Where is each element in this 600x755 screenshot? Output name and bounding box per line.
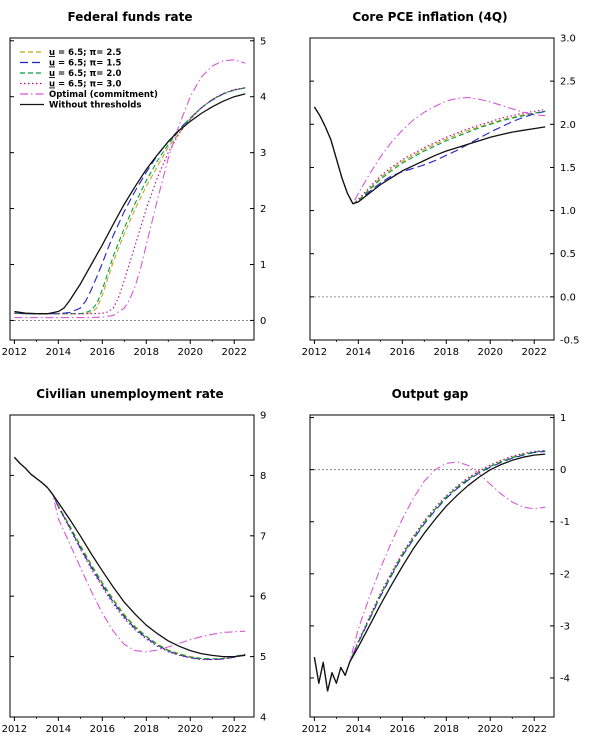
svg-text:2012: 2012 <box>2 724 27 735</box>
svg-text:Without thresholds: Without thresholds <box>49 101 141 111</box>
svg-text:2: 2 <box>260 204 266 215</box>
svg-text:2018: 2018 <box>434 724 459 735</box>
svg-text:2018: 2018 <box>134 347 159 358</box>
svg-text:2016: 2016 <box>390 347 415 358</box>
svg-text:2020: 2020 <box>478 724 503 735</box>
svg-text:u = 6.5; π= 3.0: u = 6.5; π= 3.0 <box>49 80 121 90</box>
svg-text:2.0: 2.0 <box>560 120 576 131</box>
svg-text:2014: 2014 <box>346 724 371 735</box>
svg-text:2016: 2016 <box>90 347 115 358</box>
svg-text:0.0: 0.0 <box>560 292 576 303</box>
chart-title-federal-funds-rate: Federal funds rate <box>67 10 193 24</box>
svg-text:2012: 2012 <box>2 347 27 358</box>
svg-text:2020: 2020 <box>178 347 203 358</box>
panel-civilian-unemployment-rate: Civilian unemployment rate 4 5 6 7 8 9 2012 201… <box>0 377 300 755</box>
chart-plot-core-pce-inflation: -0.5 0.0 0.5 1.0 1.5 2.0 2.5 3.0 2012 2014 2016 201… <box>302 34 580 359</box>
svg-text:2014: 2014 <box>46 724 71 735</box>
svg-text:-3: -3 <box>560 621 570 632</box>
chart-title-civilian-unemployment-rate: Civilian unemployment rate <box>36 387 224 401</box>
svg-text:5: 5 <box>260 36 266 47</box>
svg-text:2014: 2014 <box>46 347 71 358</box>
chart-title-core-pce-inflation: Core PCE inflation (4Q) <box>352 10 508 24</box>
svg-text:2022: 2022 <box>521 347 546 358</box>
svg-text:2016: 2016 <box>90 724 115 735</box>
svg-text:1: 1 <box>260 260 266 271</box>
svg-text:2014: 2014 <box>346 347 371 358</box>
chart-plot-output-gap: -4 -3 -2 -1 0 1 2012 2014 2016 2018 2020 2022 <box>302 413 570 735</box>
svg-text:u = 6.5; π= 2.0: u = 6.5; π= 2.0 <box>49 69 121 79</box>
svg-text:2012: 2012 <box>302 347 327 358</box>
svg-text:2022: 2022 <box>221 724 246 735</box>
svg-text:2.5: 2.5 <box>560 77 576 88</box>
svg-text:0.5: 0.5 <box>560 249 576 260</box>
svg-text:2020: 2020 <box>478 347 503 358</box>
svg-text:3.0: 3.0 <box>560 34 576 45</box>
svg-text:1: 1 <box>560 413 566 424</box>
svg-text:2016: 2016 <box>390 724 415 735</box>
svg-text:4: 4 <box>260 713 266 724</box>
svg-text:u = 6.5; π= 1.5: u = 6.5; π= 1.5 <box>49 59 121 69</box>
panel-core-pce-inflation: Core PCE inflation (4Q) -0.5 0.0 0.5 1.0 1.5… <box>300 0 600 377</box>
svg-text:0: 0 <box>560 465 566 476</box>
svg-text:2022: 2022 <box>221 347 246 358</box>
svg-text:0: 0 <box>260 316 266 327</box>
svg-text:2018: 2018 <box>134 724 159 735</box>
svg-text:1.0: 1.0 <box>560 206 576 217</box>
svg-text:1.5: 1.5 <box>560 163 576 174</box>
svg-text:2020: 2020 <box>178 724 203 735</box>
svg-text:5: 5 <box>260 652 266 663</box>
svg-text:9: 9 <box>260 411 266 422</box>
panel-output-gap: Output gap -4 -3 -2 -1 0 1 2012 2014 2016 2018 202… <box>300 377 600 755</box>
svg-text:2012: 2012 <box>302 724 327 735</box>
svg-text:3: 3 <box>260 148 266 159</box>
svg-text:-4: -4 <box>560 673 570 684</box>
chart-plot-civilian-unemployment-rate: 4 5 6 7 8 9 2012 2014 2016 2018 2020 2022 <box>2 411 267 736</box>
panel-federal-funds-rate: Federal funds rate 0 1 2 3 4 5 2012 2014 2016 201… <box>0 0 300 377</box>
chart-plot-federal-funds-rate: 0 1 2 3 4 5 2012 2014 2016 2018 2020 2022 u = 6.5; π… <box>2 36 267 358</box>
svg-text:-0.5: -0.5 <box>560 336 580 347</box>
svg-text:4: 4 <box>260 92 266 103</box>
svg-text:7: 7 <box>260 531 266 542</box>
svg-text:Optimal (commitment): Optimal (commitment) <box>49 90 158 100</box>
svg-text:6: 6 <box>260 592 266 603</box>
chart-title-output-gap: Output gap <box>391 387 469 401</box>
svg-text:-2: -2 <box>560 569 570 580</box>
svg-text:u = 6.5; π= 2.5: u = 6.5; π= 2.5 <box>49 48 121 58</box>
svg-text:-1: -1 <box>560 517 570 528</box>
svg-text:2022: 2022 <box>521 724 546 735</box>
svg-text:8: 8 <box>260 471 266 482</box>
svg-text:2018: 2018 <box>434 347 459 358</box>
